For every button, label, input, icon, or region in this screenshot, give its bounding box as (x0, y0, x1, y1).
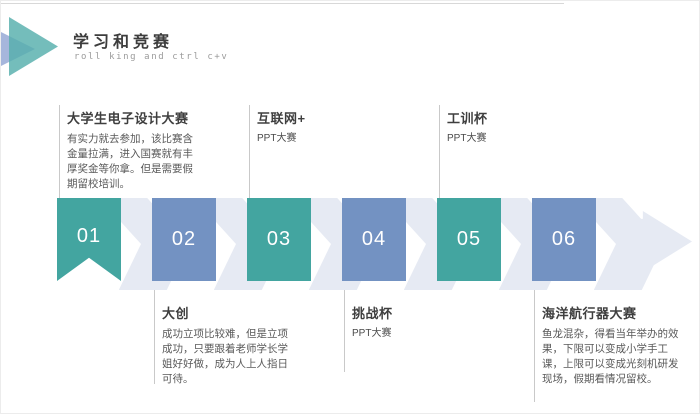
note-top-3: 工训杯 PPT大赛 (439, 105, 569, 198)
step-block-02: 02 (152, 198, 216, 281)
step-block-03: 03 (247, 198, 311, 281)
play-triangles-icon (1, 1, 71, 86)
note-body: 成功立项比较难，但是立项成功，只要跟着老师学长学姐好好做，成为人上人指日可待。 (162, 328, 288, 385)
page-title: 学习和竞赛 (73, 34, 174, 51)
step-number: 06 (551, 228, 577, 250)
note-title: 大创 (162, 306, 190, 321)
step-number: 04 (361, 228, 387, 250)
note-body: PPT大赛 (257, 133, 297, 144)
note-body: 鱼龙混杂，得看当年举办的效果，下限可以变成小学手工课，上限可以变成光刻机研发现场… (542, 328, 679, 385)
step-number: 02 (171, 228, 197, 250)
step-block-06: 06 (532, 198, 596, 281)
note-body: PPT大赛 (352, 328, 392, 339)
note-top-2: 互联网+ PPT大赛 (249, 105, 379, 198)
note-title: 互联网+ (257, 111, 306, 126)
note-bottom-1: 大创 成功立项比较难，但是立项成功，只要跟着老师学长学姐好好做，成为人上人指日可… (154, 282, 295, 385)
note-bottom-2: 挑战杯 PPT大赛 (344, 282, 474, 372)
note-body: 有实力就去参加，该比赛含金量拉满，进入国赛就有丰厚奖金等你拿。但是需要假期留校培… (67, 133, 193, 190)
page-subtitle: roll king and ctrl c+v (74, 52, 229, 62)
note-title: 工训杯 (447, 111, 488, 126)
note-bottom-3: 海洋航行器大赛 鱼龙混杂，得看当年举办的效果，下限可以变成小学手工课，上限可以变… (534, 282, 686, 402)
note-title: 挑战杯 (352, 306, 393, 321)
step-block-01: 01 (57, 198, 121, 281)
flow-end-arrow-icon (629, 211, 692, 272)
logo-triangle-teal-icon (9, 17, 58, 76)
slide-top-edge (1, 3, 564, 4)
step-block-04: 04 (342, 198, 406, 281)
step-number: 03 (266, 228, 292, 250)
note-title: 海洋航行器大赛 (542, 306, 637, 321)
note-title: 大学生电子设计大赛 (67, 111, 189, 126)
step-number: 01 (76, 225, 102, 247)
note-top-1: 大学生电子设计大赛 有实力就去参加，该比赛含金量拉满，进入国赛就有丰厚奖金等你拿… (59, 105, 200, 198)
step-number: 05 (456, 228, 482, 250)
step-block-05: 05 (437, 198, 501, 281)
note-body: PPT大赛 (447, 133, 487, 144)
